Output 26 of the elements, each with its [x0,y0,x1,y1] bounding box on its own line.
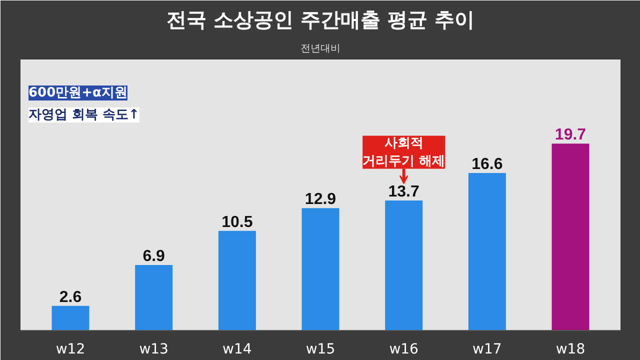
data-label: 13.7 [388,184,420,201]
x-tick-label: w17 [472,342,502,358]
data-label: 19.7 [554,126,586,144]
annotation: 사회적 거리두기 해제 [362,136,446,169]
x-tick-label: w13 [139,342,168,358]
data-label: 10.5 [222,214,253,231]
data-label: 2.6 [59,288,82,306]
data-label: 16.6 [472,156,503,174]
bar [552,144,590,330]
x-tick-label: w12 [56,342,86,358]
chart-subtitle: 전년대비 [300,44,340,54]
text: 600만원+α지원 [28,86,128,100]
bar [302,208,340,330]
x-tick-label: w14 [222,342,252,358]
x-tick-label: w15 [306,342,336,358]
x-tick-label: w18 [556,342,586,358]
bar [468,173,506,330]
text: 자영업 회복 속도↑ [28,108,140,122]
data-label: 6.9 [142,248,166,266]
bar [218,230,256,330]
x-tick-label: w16 [389,342,419,358]
data-label: 12.9 [304,191,336,208]
bar [52,306,90,330]
bar [135,265,173,330]
bar [385,200,423,330]
chart-title: 전국 소상공인 주간매출 평균 추이 [166,8,474,32]
